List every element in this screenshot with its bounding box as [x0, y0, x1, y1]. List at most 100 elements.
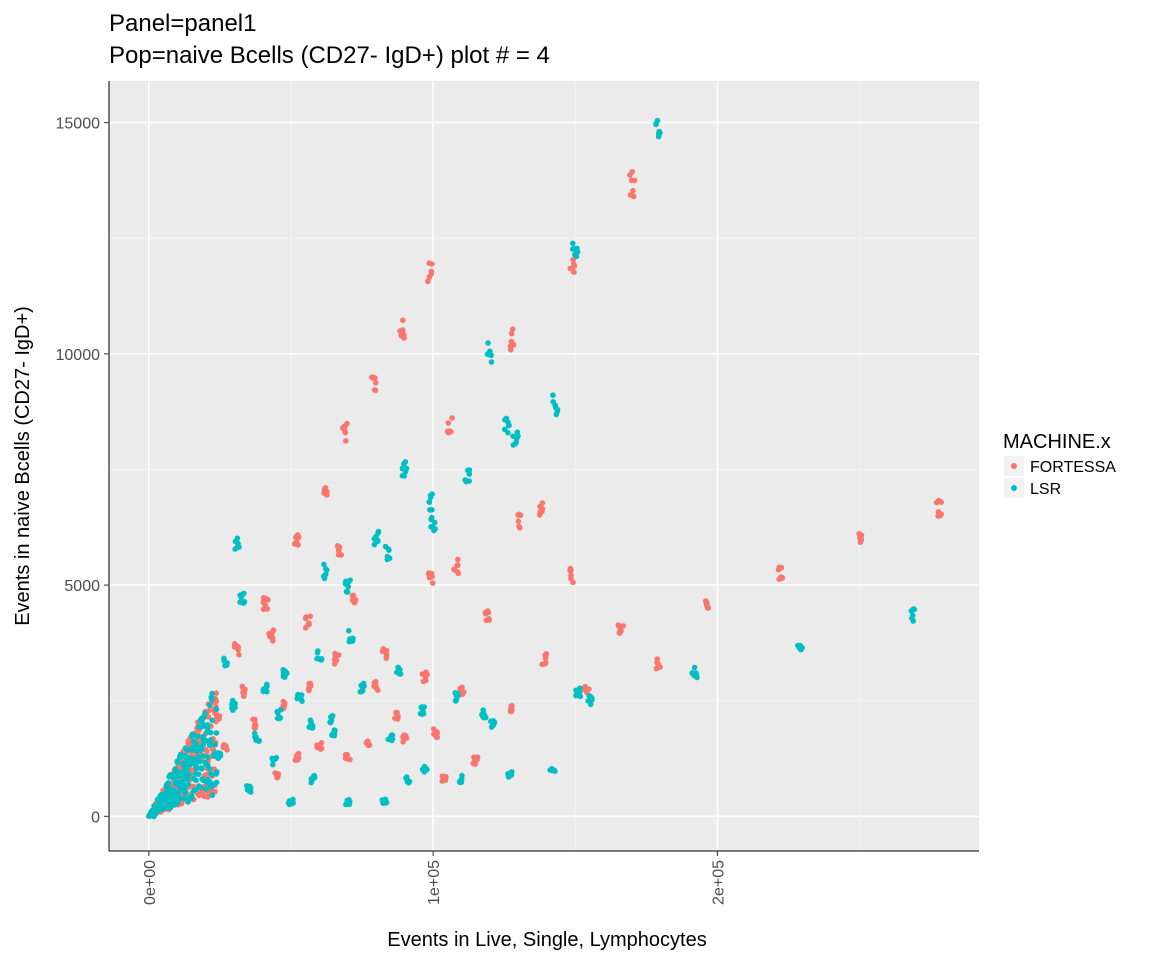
- data-point: [209, 792, 216, 799]
- x-tick-label: 0e+00: [142, 860, 159, 905]
- data-point: [568, 567, 574, 574]
- data-point: [351, 598, 357, 604]
- data-point: [193, 765, 200, 772]
- data-point: [705, 605, 712, 611]
- data-point: [653, 121, 659, 128]
- data-point: [206, 742, 213, 748]
- data-point: [480, 707, 487, 713]
- data-point: [199, 776, 205, 782]
- data-point: [247, 785, 254, 791]
- data-point: [394, 709, 400, 716]
- data-point: [445, 429, 452, 436]
- data-point: [211, 751, 218, 757]
- data-point: [539, 661, 545, 668]
- data-point: [570, 240, 576, 247]
- data-point: [204, 722, 211, 728]
- data-point: [223, 662, 230, 668]
- data-point: [280, 667, 287, 673]
- data-point: [361, 683, 367, 690]
- data-point: [264, 606, 271, 612]
- legend-marker-fortessa: [1011, 463, 1017, 469]
- data-point: [269, 629, 276, 635]
- data-point: [199, 715, 205, 721]
- x-tick-label: 1e+05: [426, 860, 443, 905]
- data-point: [232, 700, 238, 707]
- data-point: [483, 714, 489, 721]
- data-point: [375, 528, 382, 535]
- data-point: [693, 670, 699, 676]
- data-point: [166, 795, 173, 801]
- data-point: [307, 717, 314, 723]
- data-point: [485, 609, 492, 616]
- data-point: [232, 546, 238, 552]
- data-point: [346, 800, 352, 806]
- data-point: [185, 781, 191, 787]
- data-point: [426, 570, 432, 576]
- data-point: [202, 710, 208, 716]
- data-point: [429, 514, 435, 521]
- data-point: [192, 771, 199, 777]
- data-point: [188, 767, 195, 774]
- data-point: [423, 765, 429, 772]
- data-point: [909, 612, 916, 619]
- data-point: [235, 643, 241, 650]
- data-point: [181, 760, 188, 767]
- data-point: [425, 278, 431, 285]
- data-point: [186, 794, 193, 800]
- data-point: [209, 781, 216, 788]
- data-point: [702, 598, 709, 604]
- data-point: [314, 649, 321, 656]
- data-point: [510, 442, 517, 448]
- data-point: [336, 652, 342, 658]
- data-point: [346, 627, 352, 634]
- data-point: [399, 472, 406, 479]
- data-point: [183, 752, 189, 759]
- chart-subtitle: Pop=naive Bcells (CD27- IgD+) plot # = 4: [109, 42, 550, 69]
- data-point: [303, 614, 309, 620]
- data-point: [453, 696, 460, 703]
- data-point: [207, 702, 213, 709]
- x-axis-title: Events in Live, Single, Lymphocytes: [387, 929, 706, 951]
- data-point: [691, 664, 698, 671]
- data-point: [221, 658, 228, 664]
- data-point: [328, 714, 335, 720]
- grid-minor: [109, 81, 979, 851]
- data-point: [194, 733, 201, 740]
- data-point: [656, 128, 662, 135]
- data-point: [274, 715, 281, 722]
- data-point: [515, 433, 521, 439]
- data-point: [798, 646, 804, 653]
- data-point: [185, 740, 191, 746]
- data-point: [263, 595, 269, 602]
- data-point: [508, 346, 514, 353]
- data-point: [427, 494, 434, 501]
- data-point: [577, 685, 583, 691]
- data-point: [188, 760, 195, 766]
- data-point: [403, 465, 410, 472]
- data-point: [509, 326, 516, 333]
- data-point: [630, 187, 636, 194]
- data-point: [323, 490, 329, 496]
- data-point: [434, 734, 441, 740]
- data-point: [342, 423, 348, 429]
- data-point: [429, 580, 436, 586]
- legend-title: MACHINE.x: [1003, 431, 1111, 453]
- data-point: [908, 608, 915, 614]
- data-point: [181, 787, 187, 794]
- data-point: [459, 772, 465, 779]
- data-point: [396, 666, 403, 673]
- data-point: [165, 781, 171, 787]
- data-point: [264, 683, 270, 689]
- data-point: [383, 655, 390, 662]
- data-point: [428, 271, 435, 277]
- data-point: [472, 761, 479, 767]
- data-point: [297, 692, 303, 698]
- data-point: [197, 759, 203, 765]
- data-point: [293, 534, 299, 540]
- data-point: [256, 737, 263, 744]
- data-point: [485, 340, 491, 346]
- data-point: [208, 737, 214, 743]
- data-point: [372, 380, 379, 386]
- data-point: [331, 661, 338, 667]
